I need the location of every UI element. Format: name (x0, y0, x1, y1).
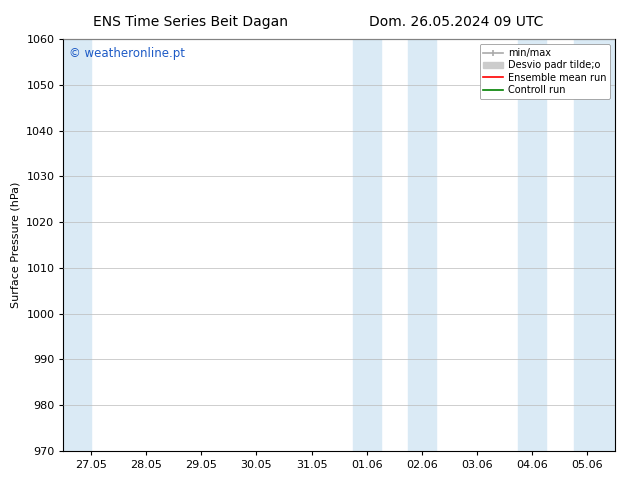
Text: © weatheronline.pt: © weatheronline.pt (69, 48, 185, 60)
Bar (63, 39, 91, 451)
Bar (519, 39, 546, 451)
Legend: min/max, Desvio padr tilde;o, Ensemble mean run, Controll run: min/max, Desvio padr tilde;o, Ensemble m… (479, 44, 610, 99)
Y-axis label: Surface Pressure (hPa): Surface Pressure (hPa) (11, 182, 21, 308)
Text: Dom. 26.05.2024 09 UTC: Dom. 26.05.2024 09 UTC (369, 15, 544, 29)
Bar (408, 39, 436, 451)
Bar (353, 39, 380, 451)
Text: ENS Time Series Beit Dagan: ENS Time Series Beit Dagan (93, 15, 288, 29)
Bar (574, 39, 615, 451)
